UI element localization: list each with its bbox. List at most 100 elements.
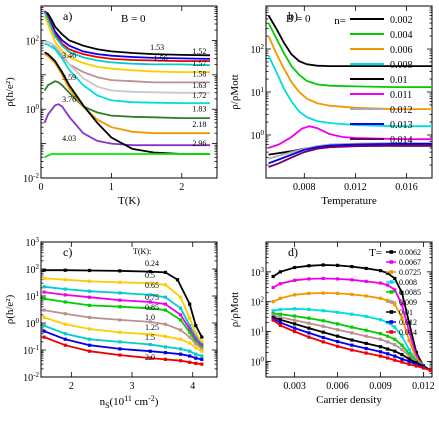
series-point [400,302,404,307]
series-point [364,266,368,271]
series-point [118,291,122,295]
series-point [350,264,354,269]
series-point [278,282,282,286]
panel-2: 100 101 102 0.008 0.012 0.016 b) Temperature ρ/ρ… [229,5,433,207]
series-point [407,329,411,334]
x-tick-label: 3 [130,381,135,392]
series-line-2 [43,10,211,60]
series-point [148,306,152,310]
plot-frame [265,241,433,378]
series-point [188,349,192,353]
series-point [364,294,368,298]
series-line-9 [43,330,202,361]
series-line-8 [43,324,203,357]
series-point [118,340,122,344]
legend-label: 1.25 [145,323,159,332]
x-tick-label: 2 [69,381,74,392]
series-point [148,349,152,353]
x-tick-label: 0.016 [395,182,418,193]
curve-label: 1.72 [192,91,206,100]
series-point [118,269,122,273]
series-point [307,316,311,320]
series-line-1 [272,264,432,372]
legend-label: 0.014 [399,328,417,337]
series-point [271,311,275,316]
series-point [386,283,390,287]
series-point [42,268,46,272]
series-point [364,279,368,283]
series-point [393,302,397,307]
series-point [200,357,204,361]
series-point [293,329,297,334]
series-point [118,330,122,334]
series-point [407,352,411,356]
x-tick-label: 1 [109,182,114,193]
series-point [87,295,92,299]
series-point [200,335,204,339]
series-point [118,298,122,302]
series-point [163,345,168,349]
series-point [188,360,192,364]
series-line-3 [272,292,432,372]
series-point [307,321,311,325]
series-point [148,300,152,304]
panel-letter: d) [288,245,298,259]
series-point [178,337,183,341]
y-tick-label: 103 [251,266,265,279]
series-point [393,354,397,358]
y-tick-label: 101 [26,290,40,303]
series-point [148,320,152,324]
series-line-4 [43,12,211,67]
series-point [200,345,204,349]
series-point [393,358,397,362]
curve-label: 3.46 [62,51,76,60]
series-point [321,324,325,328]
series-point [407,320,411,325]
series-point [278,312,282,316]
x-axis-label: nS(1011 cm-2) [100,394,159,410]
series-line-13 [44,153,210,159]
series-point [87,337,92,341]
series-point [414,362,418,366]
series-point [118,347,122,351]
series-point [194,361,198,365]
plot-frame [40,241,218,378]
series-point [163,308,168,312]
series-line-4 [273,307,432,372]
series-point [163,351,168,355]
panel-4: 100 101 102 103 0.003 0.006 0.009 0.012 d) Carrie… [229,241,435,406]
series-point [194,346,198,350]
series-point [293,314,297,318]
series-line-2 [272,277,432,372]
curve-label: 1.58 [192,69,206,78]
series-point [428,368,432,372]
series-point [271,274,275,279]
series-point [378,296,383,300]
series-point [400,352,404,357]
series-point [188,330,192,334]
y-tick-label: 103 [26,236,40,249]
x-tick-label: 0.009 [369,381,392,392]
x-tick-label: 0.012 [344,182,367,193]
series-point [87,303,92,307]
series-point [188,316,192,320]
series-point [188,354,192,358]
series-point [307,264,311,268]
legend-title: n= [334,15,346,27]
legend-label: 0.012 [390,105,413,116]
series-point [148,281,152,285]
series-line-12 [44,51,210,155]
series-point [364,334,368,338]
legend-marker [389,290,394,294]
series-group [42,268,204,366]
series-point [87,349,92,353]
y-axis-label: ρ(h/e²) [4,77,16,107]
x-tick-label: 0.006 [326,381,349,392]
curve-label: 2.18 [192,120,206,129]
legend-title: T(K): [133,247,151,256]
legend-label: 0.85 [145,303,159,312]
series-point [386,347,390,351]
series-point [350,292,354,297]
y-tick-label: 100 [26,317,40,330]
